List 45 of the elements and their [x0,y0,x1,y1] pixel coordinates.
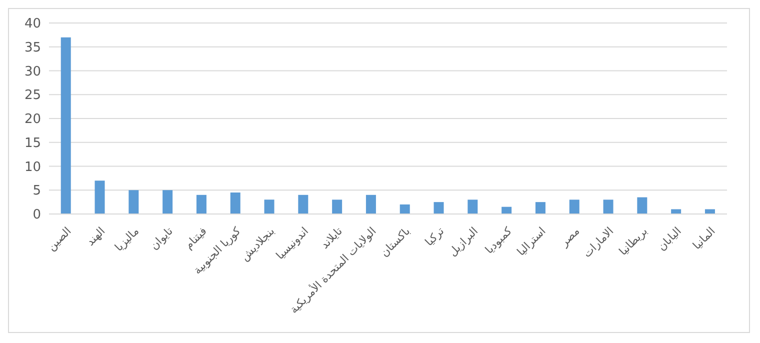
bar [502,206,512,214]
bar [162,190,173,214]
bar [366,194,376,214]
x-tick-label: كمبوديا [482,224,515,256]
bar [264,200,274,214]
x-tick-label: اليابان [655,224,684,254]
bar [704,209,715,214]
y-tick-label: 0 [32,208,41,223]
y-tick-label: 30 [24,64,41,80]
y-tick-label: 5 [32,184,41,199]
bar [332,200,342,214]
bar [671,209,682,214]
bar [400,204,410,214]
x-tick-label: المانيا [690,224,718,252]
bar [637,197,648,214]
x-tick-label: تايلاند [318,224,345,252]
x-tick-label: مصر [557,224,582,250]
y-tick-label: 25 [24,88,41,104]
bar [468,200,478,214]
x-tick-label: استراليا [514,224,548,258]
y-tick-label: 40 [24,16,41,32]
x-tick-label: تركيا [422,224,447,249]
x-tick-label: الامارات [580,224,616,260]
x-tick-label: ماليزيا [112,224,142,254]
bar [128,190,139,214]
bar [298,194,308,214]
bar [94,180,105,214]
x-tick-label: اندونيسيا [273,224,312,262]
x-tick-label: الصين [44,224,74,254]
y-tick-label: 10 [24,160,41,175]
x-tick-label: الهند [84,224,108,248]
bar [535,202,546,214]
x-tick-label: باكستان [378,224,413,260]
bar [230,192,240,214]
x-tick-label: تايوان [148,224,176,252]
x-tick-label: البرازيل [446,224,481,259]
y-tick-label: 35 [24,40,41,56]
bar [434,202,444,214]
y-tick-label: 15 [24,136,41,151]
bar [569,200,580,214]
y-tick-label: 20 [24,112,41,128]
x-tick-label: بريطانيا [616,224,650,258]
bar [603,200,614,214]
bar [60,37,71,214]
bar [196,194,206,214]
